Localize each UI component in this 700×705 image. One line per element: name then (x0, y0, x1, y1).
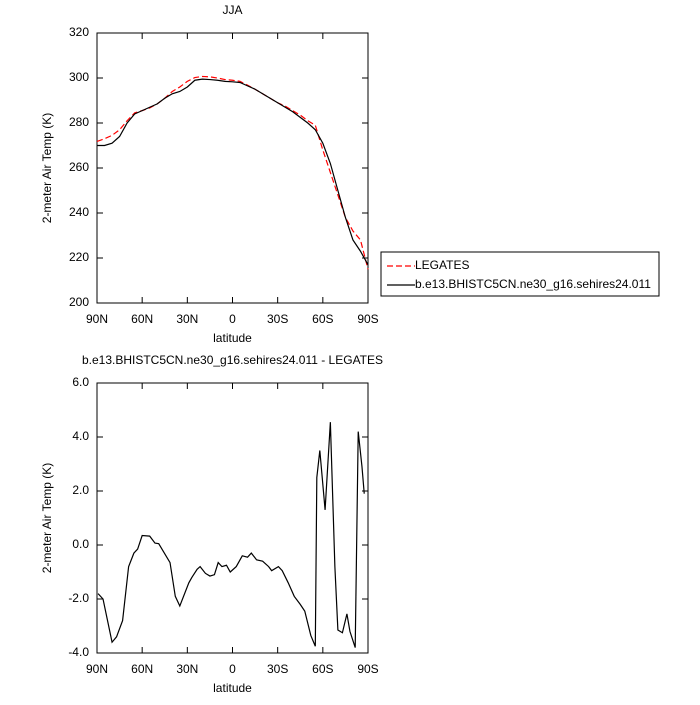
x-tick-label: 60N (131, 312, 153, 326)
x-tick-label: 90N (86, 312, 108, 326)
x-tick-label: 30N (176, 312, 198, 326)
y-tick-label: 300 (69, 70, 89, 84)
legend-label: LEGATES (415, 258, 469, 272)
y-tick-label: -4.0 (68, 645, 89, 659)
series-line (97, 422, 365, 648)
y-tick-label: 240 (69, 205, 89, 219)
plot-frame (96, 32, 369, 304)
chart-title: JJA (222, 3, 242, 17)
y-tick-label: 280 (69, 115, 89, 129)
y-axis-label: 2-meter Air Temp (K) (40, 463, 54, 573)
y-tick-label: 6.0 (72, 375, 89, 389)
x-tick-label: 30N (176, 662, 198, 676)
y-tick-label: 200 (69, 295, 89, 309)
y-tick-label: 320 (69, 25, 89, 39)
x-tick-label: 60N (131, 662, 153, 676)
x-tick-label: 60S (312, 312, 333, 326)
x-tick-label: 30S (267, 312, 288, 326)
legend-label: b.e13.BHISTC5CN.ne30_g16.sehires24.011 (415, 277, 651, 291)
x-tick-label: 90S (357, 312, 378, 326)
x-axis-label: latitude (213, 331, 252, 345)
x-tick-label: 90S (357, 662, 378, 676)
series-line (96, 75, 369, 270)
x-axis-label: latitude (213, 681, 252, 695)
y-tick-label: 0.0 (72, 537, 89, 551)
series-line (97, 78, 369, 266)
y-tick-label: 2.0 (72, 483, 89, 497)
chart-title: b.e13.BHISTC5CN.ne30_g16.sehires24.011 -… (82, 353, 383, 367)
x-tick-label: 60S (312, 662, 333, 676)
plot-frame (96, 382, 369, 654)
y-tick-label: 4.0 (72, 429, 89, 443)
x-tick-label: 0 (229, 312, 236, 326)
legend-box (380, 251, 660, 297)
x-tick-label: 0 (229, 662, 236, 676)
x-tick-label: 90N (86, 662, 108, 676)
y-tick-label: 260 (69, 160, 89, 174)
y-tick-label: -2.0 (68, 591, 89, 605)
y-tick-label: 220 (69, 250, 89, 264)
y-axis-label: 2-meter Air Temp (K) (40, 113, 54, 223)
x-tick-label: 30S (267, 662, 288, 676)
